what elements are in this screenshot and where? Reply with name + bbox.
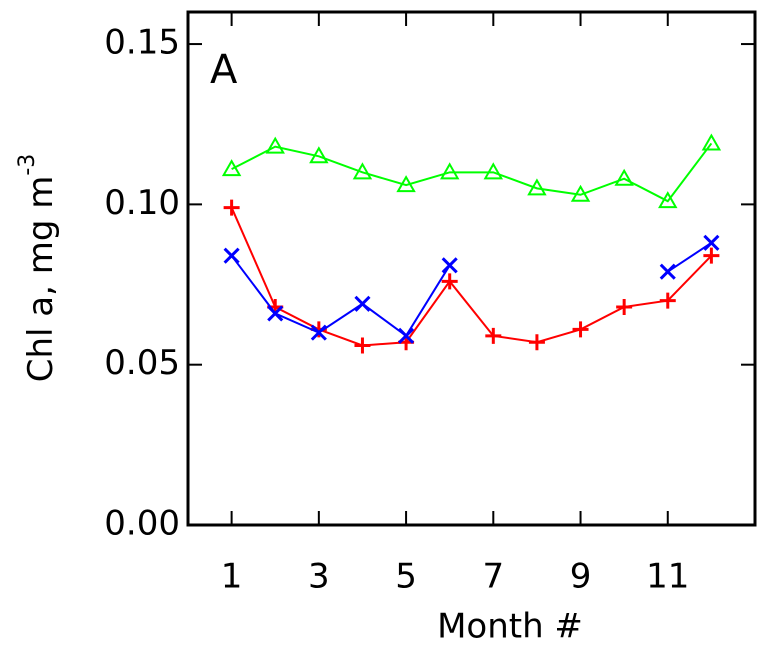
series-line (230, 207, 713, 347)
marker (485, 327, 502, 344)
marker (223, 247, 240, 264)
marker (659, 292, 676, 309)
panel-label: A (210, 47, 238, 93)
y-axis-title-main: Chl a, mg m (21, 176, 61, 383)
marker (570, 184, 591, 202)
marker (354, 337, 371, 354)
marker (658, 191, 678, 209)
marker (310, 324, 327, 341)
marker (659, 263, 676, 280)
marker (354, 295, 371, 312)
marker (265, 136, 285, 154)
y-tick-label: 0.10 (104, 183, 180, 223)
marker (352, 162, 373, 180)
y-axis-title-exponent: -3 (15, 154, 40, 176)
marker (483, 162, 504, 180)
plot-frame (186, 10, 757, 527)
y-tick-label: 0.15 (104, 23, 180, 63)
x-tick-label: 3 (308, 557, 330, 597)
marker (703, 234, 720, 251)
marker (221, 159, 242, 177)
x-tick-label: 9 (570, 557, 592, 597)
marker (439, 162, 460, 180)
x-tick-label: 7 (482, 557, 504, 597)
marker (614, 168, 634, 186)
y-axis-title: Chl a, mg m-3 (15, 154, 61, 383)
y-tick-label: 0.05 (104, 343, 180, 383)
marker (572, 321, 589, 338)
marker (703, 247, 720, 264)
x-axis-title: Month # (437, 607, 583, 647)
x-tick-label: 11 (646, 557, 689, 597)
marker (528, 334, 545, 351)
y-tick-label: 0.00 (104, 504, 180, 544)
marker (309, 146, 329, 164)
marker (396, 175, 416, 193)
marker (223, 199, 240, 216)
series-line (230, 242, 712, 338)
x-tick-label: 1 (221, 557, 243, 597)
series-line (231, 142, 713, 203)
marker (398, 327, 415, 344)
x-tick-label: 5 (395, 557, 417, 597)
marker (267, 305, 284, 322)
marker (441, 257, 458, 274)
marker (527, 178, 547, 196)
marker (701, 133, 722, 151)
marker (616, 298, 633, 315)
marker (441, 273, 458, 290)
